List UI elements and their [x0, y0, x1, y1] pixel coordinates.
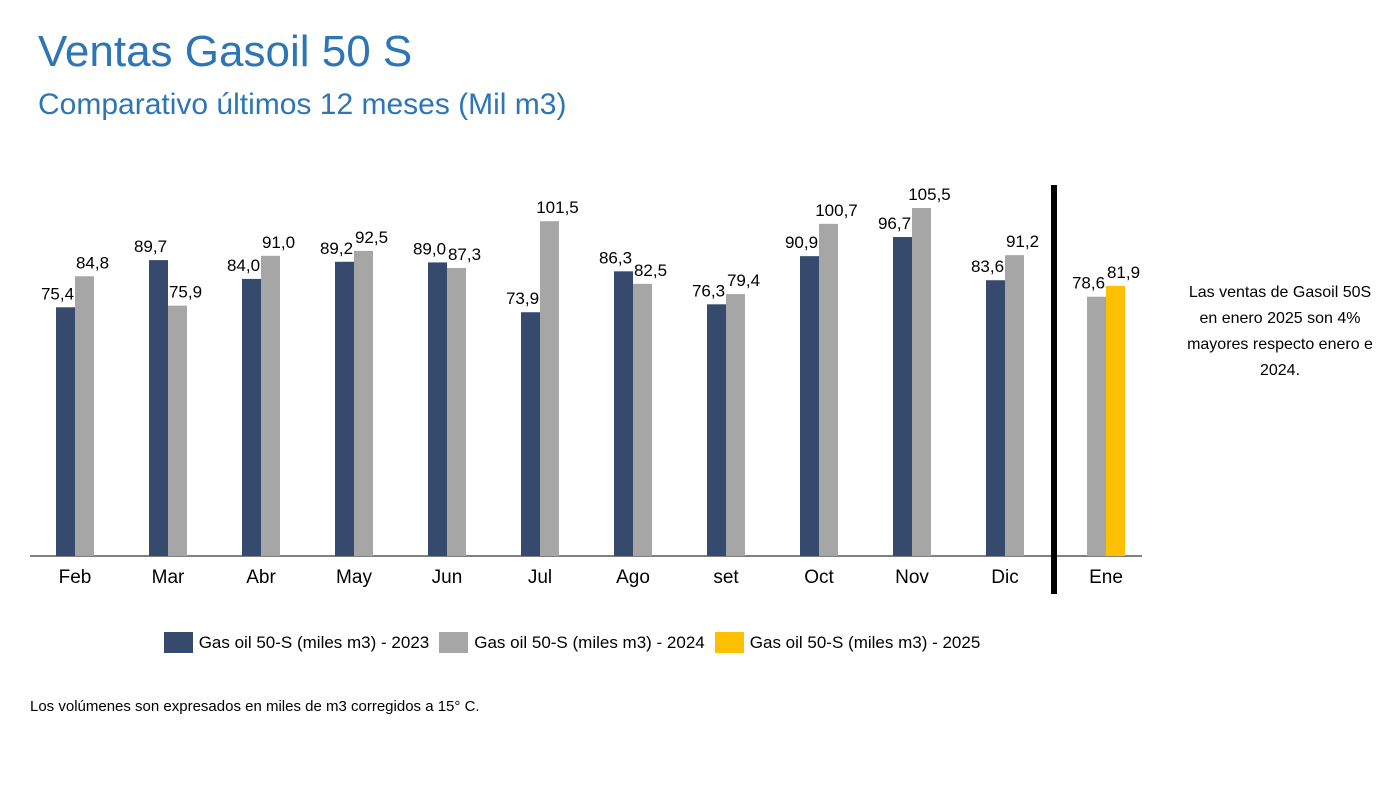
bar-0-Nov [893, 237, 912, 557]
bar-0-Jul [521, 312, 540, 556]
category-label-May: May [336, 567, 372, 588]
footnote: Los volúmenes son expresados en miles de… [30, 698, 480, 715]
bar-1-Jun [447, 268, 466, 556]
bar-1-Ago [633, 283, 652, 556]
bar-1-Jul [540, 221, 559, 556]
category-label-Dic: Dic [991, 567, 1018, 588]
bar-0-Mar [149, 260, 168, 556]
bar-1-Dic [1005, 255, 1024, 556]
chart-title: Ventas Gasoil 50 S [38, 27, 413, 76]
legend-item-2025: Gas oil 50-S (miles m3) - 2025 [714, 632, 981, 653]
data-label-1-set: 79,4 [727, 271, 760, 290]
data-label-0-Jul: 73,9 [506, 289, 539, 308]
legend-swatch-2023 [163, 632, 193, 653]
bar-1-Feb [75, 276, 94, 556]
data-label-0-Ago: 86,3 [599, 248, 632, 267]
category-label-Ene: Ene [1089, 567, 1123, 588]
legend-label-2024: Gas oil 50-S (miles m3) - 2024 [474, 632, 705, 652]
category-label-Jun: Jun [432, 567, 463, 588]
bar-0-Abr [242, 278, 261, 556]
legend-item-2023: Gas oil 50-S (miles m3) - 2023 [163, 632, 430, 653]
bar-0-May [335, 261, 354, 556]
data-label-1-Feb: 84,8 [76, 253, 109, 272]
data-label-1-Ene: 78,6 [1072, 274, 1105, 293]
bar-1-Nov [912, 208, 931, 556]
bar-0-Ago [614, 271, 633, 556]
data-label-1-May: 92,5 [355, 228, 388, 247]
bar-0-Dic [986, 280, 1005, 556]
data-label-1-Jul: 101,5 [536, 198, 579, 217]
bar-2-Ene [1106, 285, 1125, 556]
data-label-0-May: 89,2 [320, 239, 353, 258]
legend-label-2023: Gas oil 50-S (miles m3) - 2023 [198, 632, 430, 652]
bar-1-Ene [1087, 296, 1106, 556]
bar-1-set [726, 294, 745, 556]
data-label-1-Ago: 82,5 [634, 261, 667, 280]
data-label-1-Dic: 91,2 [1006, 232, 1039, 251]
bar-0-Oct [800, 256, 819, 556]
bar-1-Oct [819, 223, 838, 556]
data-label-2-Ene: 81,9 [1107, 263, 1140, 282]
data-label-0-Mar: 89,7 [134, 237, 167, 256]
data-label-0-Jun: 89,0 [413, 239, 446, 258]
bar-1-Mar [168, 305, 187, 556]
chart-legend: Gas oil 50-S (miles m3) - 2023 Gas oil 5… [0, 632, 1144, 653]
annotation-note: Las ventas de Gasoil 50S en enero 2025 s… [1187, 284, 1373, 379]
bar-1-Abr [261, 255, 280, 556]
data-label-0-Abr: 84,0 [227, 256, 260, 275]
category-label-Feb: Feb [59, 567, 92, 588]
data-label-1-Oct: 100,7 [815, 201, 858, 220]
data-label-0-Oct: 90,9 [785, 233, 818, 252]
category-label-Jul: Jul [528, 567, 552, 588]
bar-1-May [354, 250, 373, 556]
data-label-0-Feb: 75,4 [41, 284, 74, 303]
legend-item-2024: Gas oil 50-S (miles m3) - 2024 [439, 632, 705, 653]
bar-0-Jun [428, 262, 447, 556]
data-label-1-Jun: 87,3 [448, 245, 481, 264]
legend-swatch-2024 [439, 632, 469, 653]
data-label-0-set: 76,3 [692, 281, 725, 300]
chart-subtitle: Comparativo últimos 12 meses (Mil m3) [38, 88, 567, 121]
category-label-Mar: Mar [152, 567, 185, 588]
data-label-1-Abr: 91,0 [262, 233, 295, 252]
data-label-1-Nov: 105,5 [908, 185, 951, 204]
category-label-Abr: Abr [246, 567, 276, 588]
category-label-Nov: Nov [895, 567, 929, 588]
legend-label-2025: Gas oil 50-S (miles m3) - 2025 [749, 632, 981, 652]
data-label-0-Dic: 83,6 [971, 257, 1004, 276]
category-label-Oct: Oct [804, 567, 834, 588]
bar-0-set [707, 304, 726, 556]
bar-0-Feb [56, 307, 75, 556]
data-label-1-Mar: 75,9 [169, 283, 202, 302]
legend-swatch-2025 [714, 632, 744, 653]
category-label-Ago: Ago [616, 567, 650, 588]
category-label-set: set [713, 567, 739, 588]
data-label-0-Nov: 96,7 [878, 214, 911, 233]
